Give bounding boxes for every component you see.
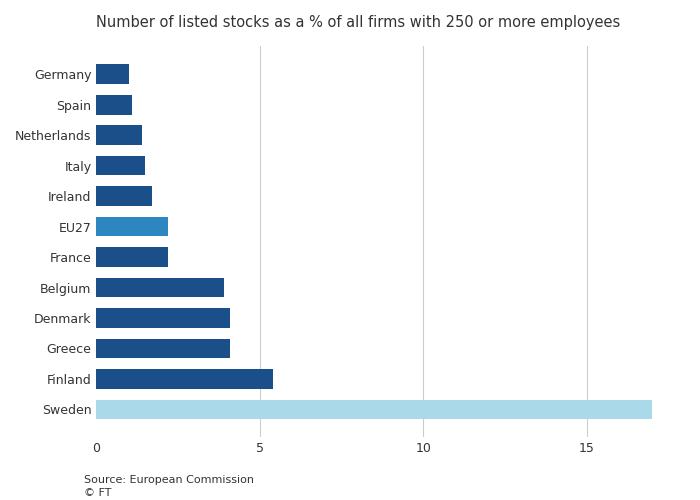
Bar	[96, 308, 230, 328]
Bar	[96, 156, 146, 176]
Bar	[96, 400, 652, 419]
Bar	[96, 216, 168, 236]
Bar	[96, 338, 230, 358]
Bar	[96, 278, 224, 297]
Text: Source: European Commission: Source: European Commission	[84, 475, 254, 485]
Bar	[96, 64, 129, 84]
Bar	[96, 247, 168, 267]
Bar	[96, 369, 273, 389]
Bar	[96, 94, 132, 114]
Text: © FT: © FT	[84, 488, 111, 498]
Text: Number of listed stocks as a % of all firms with 250 or more employees: Number of listed stocks as a % of all fi…	[96, 15, 620, 30]
Bar	[96, 186, 152, 206]
Bar	[96, 125, 142, 145]
